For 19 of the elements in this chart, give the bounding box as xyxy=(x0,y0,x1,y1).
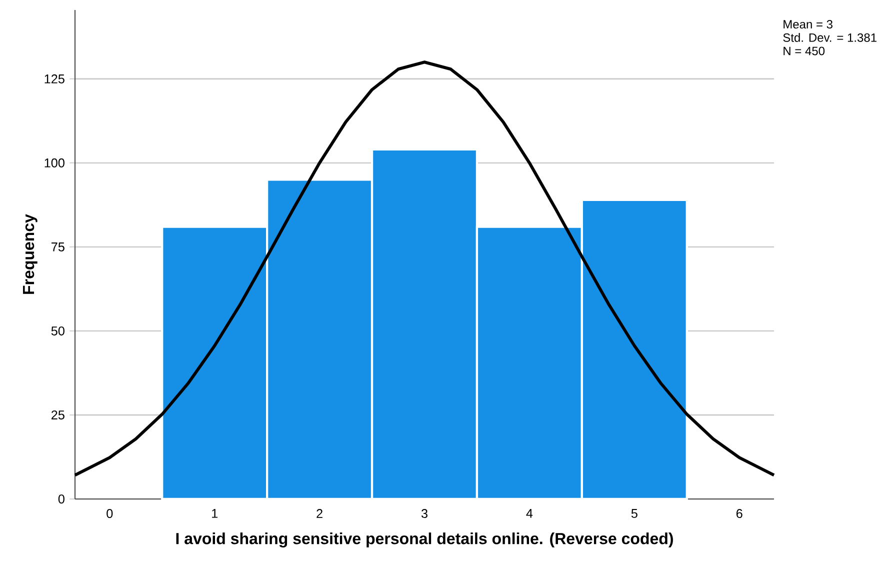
y-tick-label: 25 xyxy=(52,410,64,420)
x-tick-label: 6 xyxy=(736,509,742,518)
y-axis-title: Frequency xyxy=(23,214,38,294)
x-tick-label: 4 xyxy=(526,509,533,518)
line-series xyxy=(73,60,776,477)
x-tick-label: 5 xyxy=(631,509,638,518)
x-tick-label: 0 xyxy=(106,509,113,518)
text: Mean = 3 xyxy=(784,20,832,29)
x-axis-title: I avoid sharing sensitive personal details online. (Reverse coded) xyxy=(176,532,673,548)
text: Std. Dev. = 1.381 xyxy=(783,33,876,42)
x-tick-label: 2 xyxy=(316,509,322,518)
y-tick-label: 75 xyxy=(52,242,64,252)
y-tick-label: 0 xyxy=(58,494,64,504)
x-tick-label: 3 xyxy=(421,509,428,518)
y-tick-label: 125 xyxy=(44,74,64,84)
x-tick-label: 1 xyxy=(212,509,218,518)
y-tick-label: 50 xyxy=(51,326,64,336)
text: N = 450 xyxy=(784,46,825,56)
y-tick-label: 100 xyxy=(44,158,64,168)
